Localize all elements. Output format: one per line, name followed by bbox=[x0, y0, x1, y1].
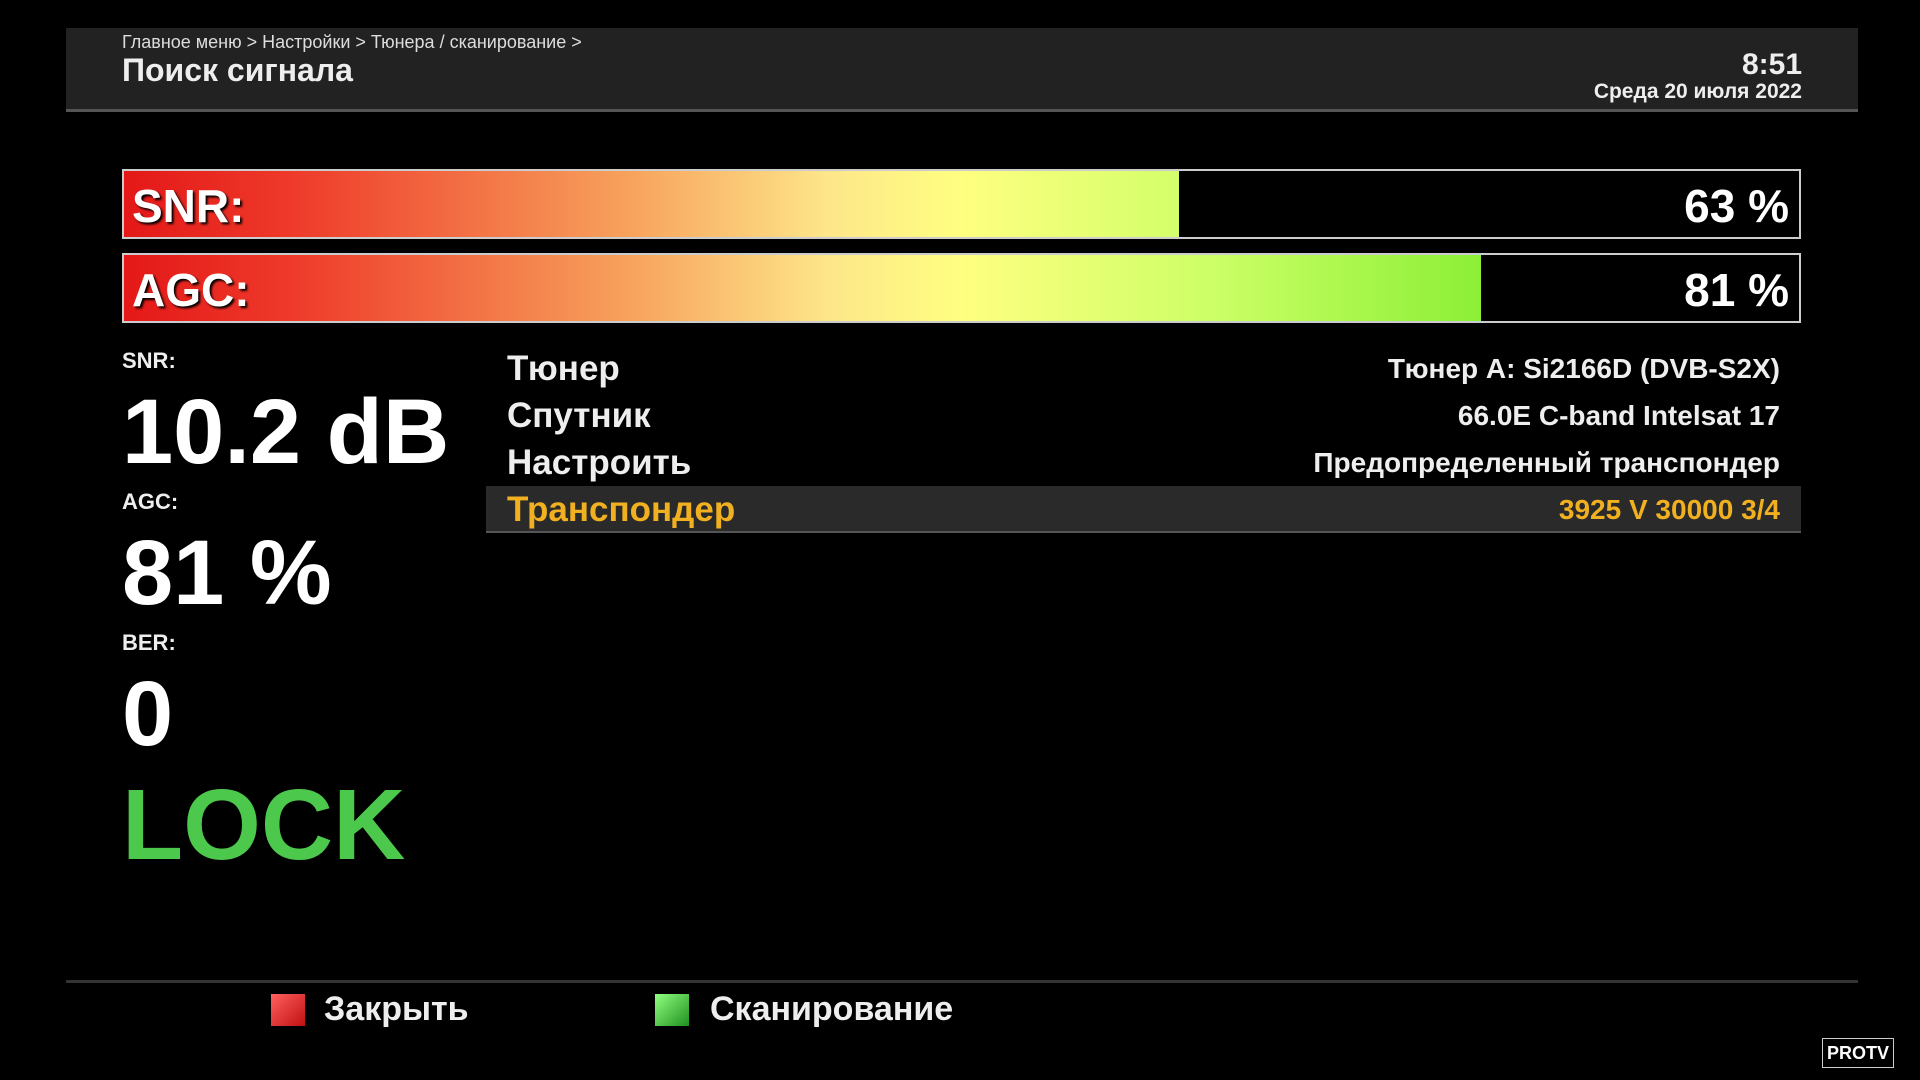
row-transponder[interactable]: Транспондер 3925 V 30000 3/4 bbox=[486, 486, 1801, 533]
row-value: Тюнер A: Si2166D (DVB-S2X) bbox=[1387, 353, 1780, 384]
row-satellite[interactable]: Спутник 66.0E C-band Intelsat 17 bbox=[486, 392, 1801, 439]
close-button[interactable]: Закрыть bbox=[324, 990, 469, 1028]
row-label: Спутник bbox=[507, 396, 651, 435]
snr-label: SNR: bbox=[122, 348, 176, 373]
clock-time: 8:51 bbox=[1741, 48, 1802, 81]
agc-bar-fill bbox=[124, 255, 1481, 321]
row-value: 66.0E C-band Intelsat 17 bbox=[1457, 400, 1780, 431]
agc-label: AGC: bbox=[122, 489, 179, 514]
green-key-icon bbox=[655, 994, 689, 1026]
row-tuner[interactable]: Тюнер Тюнер A: Si2166D (DVB-S2X) bbox=[486, 345, 1801, 392]
row-label: Тюнер bbox=[507, 349, 620, 388]
agc-bar-label: AGC: bbox=[132, 264, 250, 316]
row-value: 3925 V 30000 3/4 bbox=[1558, 494, 1780, 525]
scan-button[interactable]: Сканирование bbox=[710, 990, 954, 1028]
logo-text: PROTV bbox=[1827, 1043, 1890, 1063]
snr-bar-fill bbox=[124, 171, 1180, 237]
agc-bar: AGC: 81 % bbox=[122, 253, 1801, 323]
header-bar: Главное меню > Настройки > Тюнера / скан… bbox=[66, 28, 1858, 112]
ber-value: 0 bbox=[122, 663, 174, 765]
footer-divider bbox=[66, 980, 1858, 983]
ber-label: BER: bbox=[122, 630, 176, 655]
row-label: Настроить bbox=[507, 443, 692, 482]
agc-bar-value: 81 % bbox=[1684, 264, 1789, 316]
clock-date: Среда 20 июля 2022 bbox=[1593, 80, 1802, 103]
row-value: Предопределенный транспондер bbox=[1313, 447, 1780, 478]
page-title: Поиск сигнала bbox=[122, 52, 353, 88]
lock-status: LOCK bbox=[122, 769, 406, 881]
breadcrumb: Главное меню > Настройки > Тюнера / скан… bbox=[122, 32, 582, 52]
snr-value: 10.2 dB bbox=[122, 381, 450, 483]
snr-bar-value: 63 % bbox=[1684, 180, 1789, 232]
watermark-logo: PROTV bbox=[1822, 1038, 1894, 1068]
snr-bar: SNR: 63 % bbox=[122, 169, 1801, 239]
row-setup[interactable]: Настроить Предопределенный транспондер bbox=[486, 439, 1801, 486]
snr-bar-label: SNR: bbox=[132, 180, 245, 232]
red-key-icon bbox=[271, 994, 305, 1026]
agc-value: 81 % bbox=[122, 522, 332, 624]
row-label: Транспондер bbox=[507, 490, 736, 529]
